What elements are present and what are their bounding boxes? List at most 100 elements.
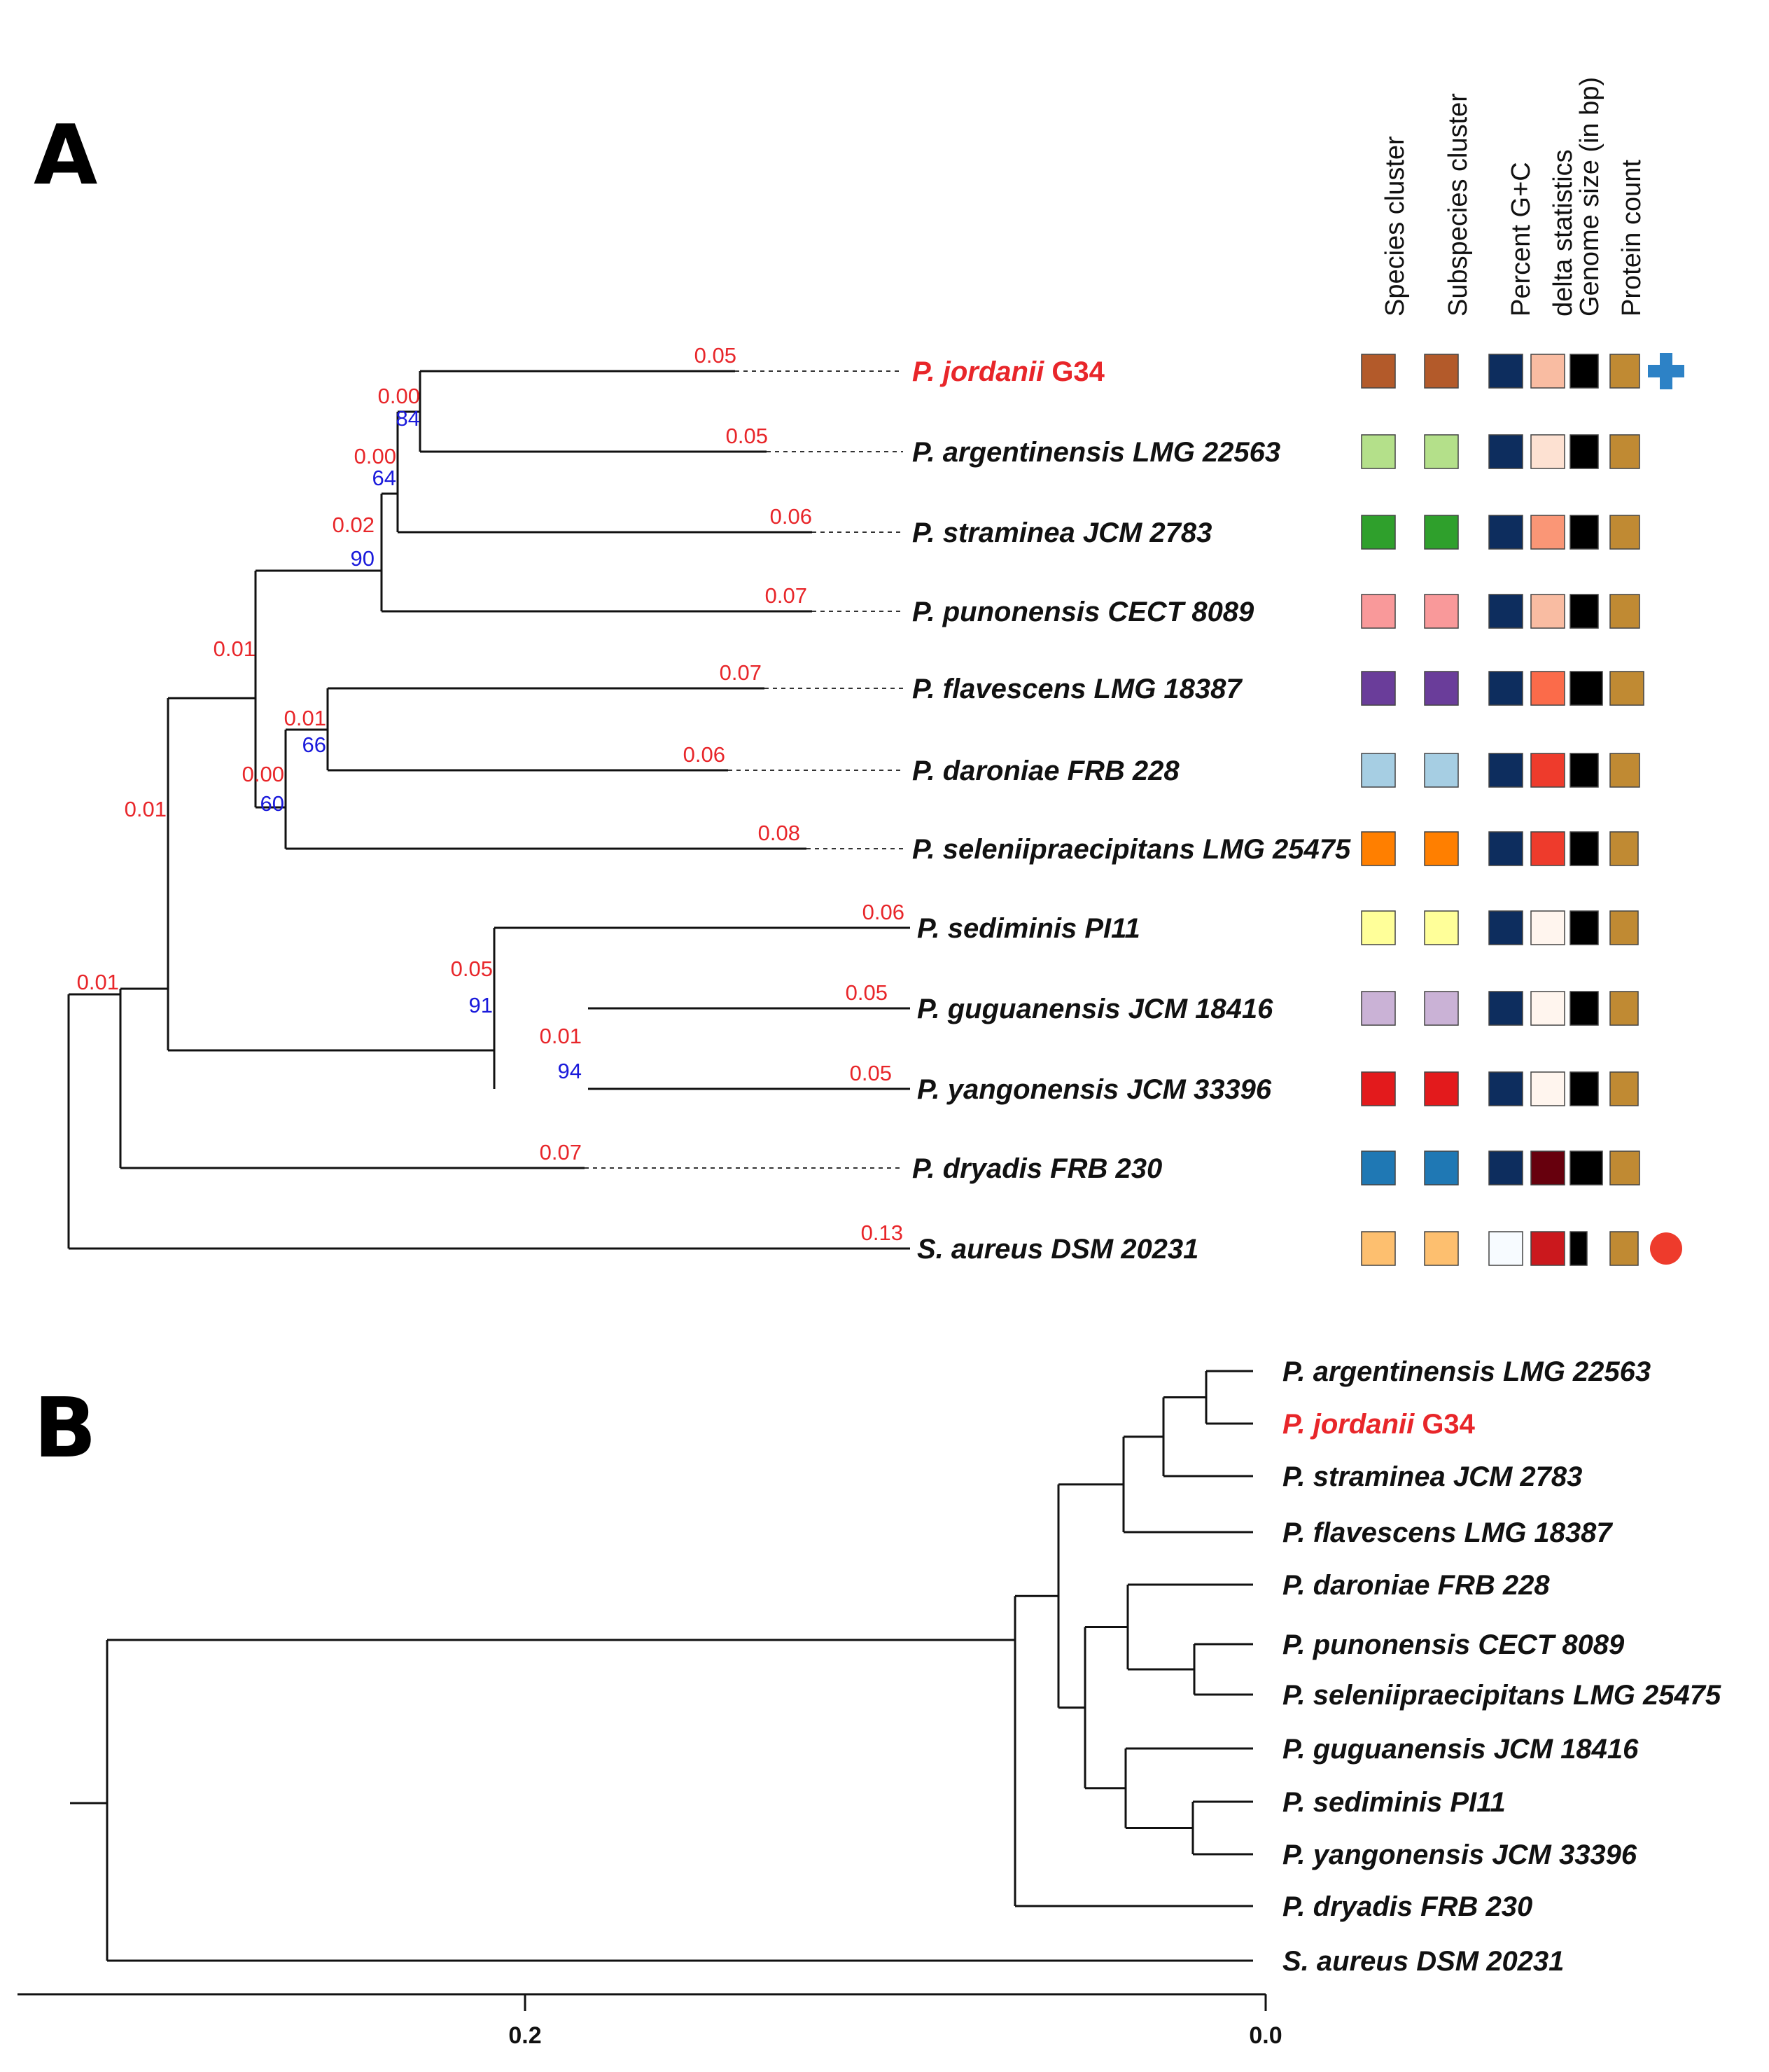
delta-square — [1530, 991, 1565, 1026]
taxon-label: P. daroniae FRB 228 — [1282, 1570, 1550, 1601]
taxon-label: P. sediminis PI11 — [917, 913, 1140, 944]
column-header: Protein count — [1617, 160, 1646, 317]
subspecies-square — [1424, 594, 1459, 629]
delta-square — [1530, 671, 1565, 706]
column-header: Percent G+C — [1506, 162, 1536, 317]
node-length-label: 0.02 — [333, 513, 375, 537]
subspecies-square — [1424, 354, 1459, 389]
node-length-label: 0.05 — [451, 957, 493, 981]
taxon-label-species: S. aureus DSM 20231 — [917, 1234, 1198, 1265]
taxon-label: P. sediminis PI11 — [1282, 1787, 1506, 1818]
taxon-label-species: P. daroniae FRB 228 — [912, 756, 1180, 786]
species-square — [1361, 991, 1396, 1026]
taxon-label-strain: G34 — [1044, 356, 1105, 387]
gc-square — [1488, 910, 1523, 945]
protein-count-square — [1609, 515, 1640, 550]
protein-count-square — [1609, 434, 1640, 469]
taxon-label-species: P. straminea JCM 2783 — [912, 517, 1212, 548]
taxon-label: P. guguanensis JCM 18416 — [1282, 1734, 1639, 1765]
node-length-label: 0.00 — [242, 762, 284, 786]
taxon-label: P. straminea JCM 2783 — [1282, 1461, 1582, 1492]
taxon-label-species: P. dryadis FRB 230 — [1282, 1891, 1532, 1922]
taxon-label-species: P. flavescens LMG 18387 — [1282, 1517, 1613, 1548]
taxon-label: P. straminea JCM 2783 — [912, 517, 1212, 548]
subspecies-square — [1424, 991, 1459, 1026]
subspecies-square — [1424, 910, 1459, 945]
bootstrap-support: 94 — [558, 1059, 582, 1083]
bootstrap-support: 66 — [302, 732, 326, 757]
protein-count-square — [1609, 910, 1639, 945]
column-headers: Species cluster Subspecies cluster Percent… — [1380, 77, 1646, 317]
metadata-squares — [1361, 354, 1644, 1266]
node-length-label: 0.00 — [378, 384, 420, 408]
taxon-label: P. flavescens LMG 18387 — [912, 674, 1243, 704]
bootstrap-support: 90 — [351, 546, 375, 571]
column-header: Species cluster — [1380, 136, 1410, 317]
branch-length-label: 0.08 — [758, 821, 800, 845]
species-square — [1361, 1071, 1396, 1106]
branch-length-label: 0.05 — [846, 980, 888, 1005]
protein-count-square — [1609, 1231, 1639, 1266]
species-square — [1361, 1150, 1396, 1186]
taxon-label: P. seleniipraecipitans LMG 25475 — [1282, 1680, 1721, 1711]
species-square — [1361, 515, 1396, 550]
protein-count-square — [1609, 594, 1640, 629]
genome-size-square — [1569, 910, 1599, 945]
genome-size-square — [1569, 1231, 1588, 1266]
protein-count-square — [1609, 753, 1640, 788]
taxon-label-species: P. yangonensis JCM 33396 — [917, 1074, 1272, 1105]
branch-length-label: 0.13 — [861, 1221, 903, 1245]
delta-square — [1530, 753, 1565, 788]
delta-square — [1530, 910, 1565, 945]
bootstrap-support: 91 — [469, 993, 493, 1017]
taxon-label-species: P. seleniipraecipitans LMG 25475 — [1282, 1680, 1721, 1711]
species-square — [1361, 354, 1396, 389]
column-header: delta statistics — [1548, 149, 1578, 317]
column-header: Genome size (in bp) — [1575, 77, 1604, 317]
node-length-label: 0.01 — [125, 797, 167, 821]
bootstrap-support: 64 — [372, 466, 396, 490]
taxon-labels-b: P. argentinensis LMG 22563 P. jordanii G3… — [1282, 1356, 1721, 1977]
taxon-label: P. argentinensis LMG 22563 — [1282, 1356, 1651, 1387]
branch-length-label: 0.06 — [862, 900, 904, 924]
panel-b: B P. argentinensis LMG 22563 P. jordanii … — [18, 1356, 1721, 2049]
taxon-label: P. flavescens LMG 18387 — [1282, 1517, 1613, 1548]
gc-square — [1488, 354, 1523, 389]
subspecies-square — [1424, 1150, 1459, 1186]
taxon-label-species: P. seleniipraecipitans LMG 25475 — [912, 834, 1351, 865]
subspecies-square — [1424, 831, 1459, 866]
subspecies-square — [1424, 1231, 1459, 1266]
gc-square — [1488, 831, 1523, 866]
branch-length-label: 0.07 — [765, 583, 807, 608]
branch-length-label: 0.07 — [720, 660, 762, 685]
subspecies-square — [1424, 671, 1459, 706]
gc-square — [1488, 594, 1523, 629]
delta-square — [1530, 594, 1565, 629]
branch-length-label: 0.06 — [770, 504, 812, 529]
species-square — [1361, 1231, 1396, 1266]
species-square — [1361, 434, 1396, 469]
genome-size-square — [1569, 515, 1599, 550]
tree-a: 0.05 0.05 0.06 0.07 0.07 0.06 0.08 0.06 0.05 0.05… — [67, 343, 910, 1250]
taxon-label: P. dryadis FRB 230 — [1282, 1891, 1532, 1922]
species-square — [1361, 594, 1396, 629]
taxon-label: S. aureus DSM 20231 — [1282, 1946, 1564, 1977]
node-length-label: 0.01 — [284, 706, 326, 730]
branch-length-label: 0.06 — [683, 742, 725, 767]
genome-size-square — [1569, 753, 1599, 788]
species-square — [1361, 753, 1396, 788]
subspecies-square — [1424, 434, 1459, 469]
taxon-label: P. argentinensis LMG 22563 — [912, 437, 1280, 468]
taxon-label-species: P. sediminis PI11 — [1282, 1787, 1506, 1818]
taxon-label: S. aureus DSM 20231 — [917, 1234, 1198, 1265]
panel-b-label: B — [34, 1379, 97, 1476]
column-header: Subspecies cluster — [1443, 93, 1473, 317]
taxon-label-species: P. guguanensis JCM 18416 — [917, 994, 1273, 1024]
taxon-label: P. punonensis CECT 8089 — [1282, 1629, 1625, 1660]
taxon-label-species: P. jordanii — [1282, 1409, 1415, 1440]
taxon-label: P. dryadis FRB 230 — [912, 1153, 1162, 1184]
gc-square — [1488, 1231, 1523, 1266]
branch-length-label: 0.05 — [726, 424, 768, 448]
delta-square — [1530, 831, 1565, 866]
